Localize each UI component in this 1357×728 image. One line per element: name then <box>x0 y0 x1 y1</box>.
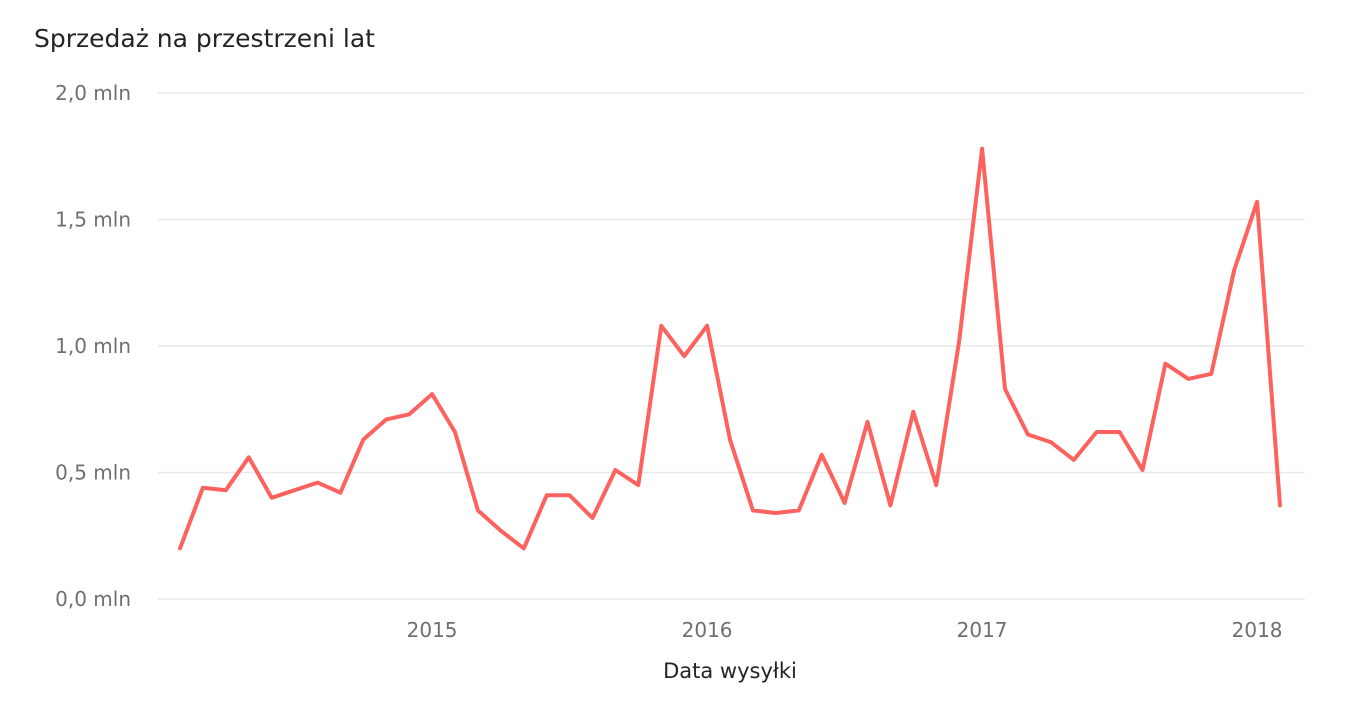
data-point <box>361 438 365 442</box>
data-point <box>613 468 617 472</box>
data-point <box>1026 433 1030 437</box>
gridlines <box>158 92 1305 600</box>
data-point <box>980 147 984 151</box>
data-point <box>178 546 182 550</box>
data-point <box>591 516 595 520</box>
data-point <box>384 417 388 421</box>
y-tick-label: 1,0 mln <box>55 334 131 358</box>
data-point <box>499 529 503 533</box>
y-axis-ticks: 0,0 mln 0,5 mln 1,0 mln 1,5 mln 2,0 mln <box>55 81 131 611</box>
data-point <box>293 488 297 492</box>
data-point <box>636 483 640 487</box>
data-point <box>1095 430 1099 434</box>
data-point <box>957 339 961 343</box>
data-point <box>270 496 274 500</box>
data-point <box>751 508 755 512</box>
data-point <box>797 508 801 512</box>
data-point <box>568 493 572 497</box>
data-point <box>866 420 870 424</box>
y-tick-label: 2,0 mln <box>55 81 131 105</box>
data-point <box>774 511 778 515</box>
data-point <box>201 486 205 490</box>
data-point <box>476 508 480 512</box>
data-point <box>316 481 320 485</box>
data-point <box>545 493 549 497</box>
data-point <box>407 412 411 416</box>
series-layer <box>178 146 1282 551</box>
data-point <box>522 546 526 550</box>
x-tick-label: 2017 <box>957 618 1008 642</box>
data-point <box>224 488 228 492</box>
data-point <box>1163 362 1167 366</box>
data-point <box>247 455 251 459</box>
data-point <box>728 438 732 442</box>
data-point <box>1209 372 1213 376</box>
y-tick-label: 0,5 mln <box>55 461 131 485</box>
data-point <box>659 324 663 328</box>
x-axis-title: Data wysyłki <box>663 659 797 683</box>
x-tick-label: 2016 <box>682 618 733 642</box>
data-point <box>1141 468 1145 472</box>
data-point <box>1003 387 1007 391</box>
data-point <box>934 483 938 487</box>
data-point <box>1278 503 1282 507</box>
data-point <box>1118 430 1122 434</box>
data-point <box>1186 377 1190 381</box>
series-line <box>178 146 1282 551</box>
data-point <box>430 392 434 396</box>
y-tick-label: 1,5 mln <box>55 208 131 232</box>
y-tick-label: 0,0 mln <box>55 587 131 611</box>
data-point <box>1232 268 1236 272</box>
data-point <box>453 430 457 434</box>
data-point <box>888 503 892 507</box>
data-point <box>338 491 342 495</box>
data-point <box>682 354 686 358</box>
x-tick-label: 2018 <box>1232 618 1283 642</box>
data-point <box>1049 440 1053 444</box>
data-point <box>1255 200 1259 204</box>
x-axis-ticks: 2015 2016 2017 2018 <box>407 618 1283 642</box>
data-point <box>1072 458 1076 462</box>
data-point <box>820 453 824 457</box>
x-tick-label: 2015 <box>407 618 458 642</box>
data-point <box>705 324 709 328</box>
chart-title: Sprzedaż na przestrzeni lat <box>34 24 375 53</box>
data-point <box>911 410 915 414</box>
data-point <box>843 501 847 505</box>
